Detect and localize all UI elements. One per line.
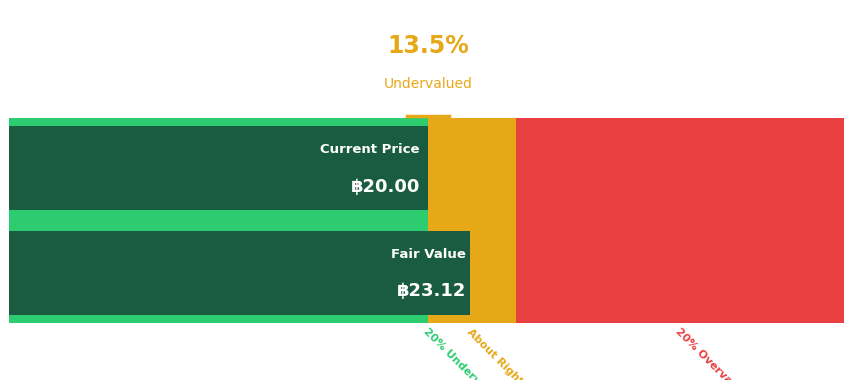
Bar [428,118,515,323]
Text: Undervalued: Undervalued [383,77,472,90]
Bar [515,118,843,323]
Text: Current Price: Current Price [320,143,419,156]
Text: 20% Overvalued: 20% Overvalued [672,327,751,380]
Text: 20% Undervalued: 20% Undervalued [421,327,505,380]
Bar [9,118,428,323]
Text: About Right: About Right [464,327,524,380]
Text: ฿23.12: ฿23.12 [396,282,465,300]
Text: ฿20.00: ฿20.00 [350,177,419,196]
Text: 13.5%: 13.5% [387,33,469,58]
Bar [9,126,428,210]
Bar [9,231,469,315]
Text: Fair Value: Fair Value [390,248,465,261]
